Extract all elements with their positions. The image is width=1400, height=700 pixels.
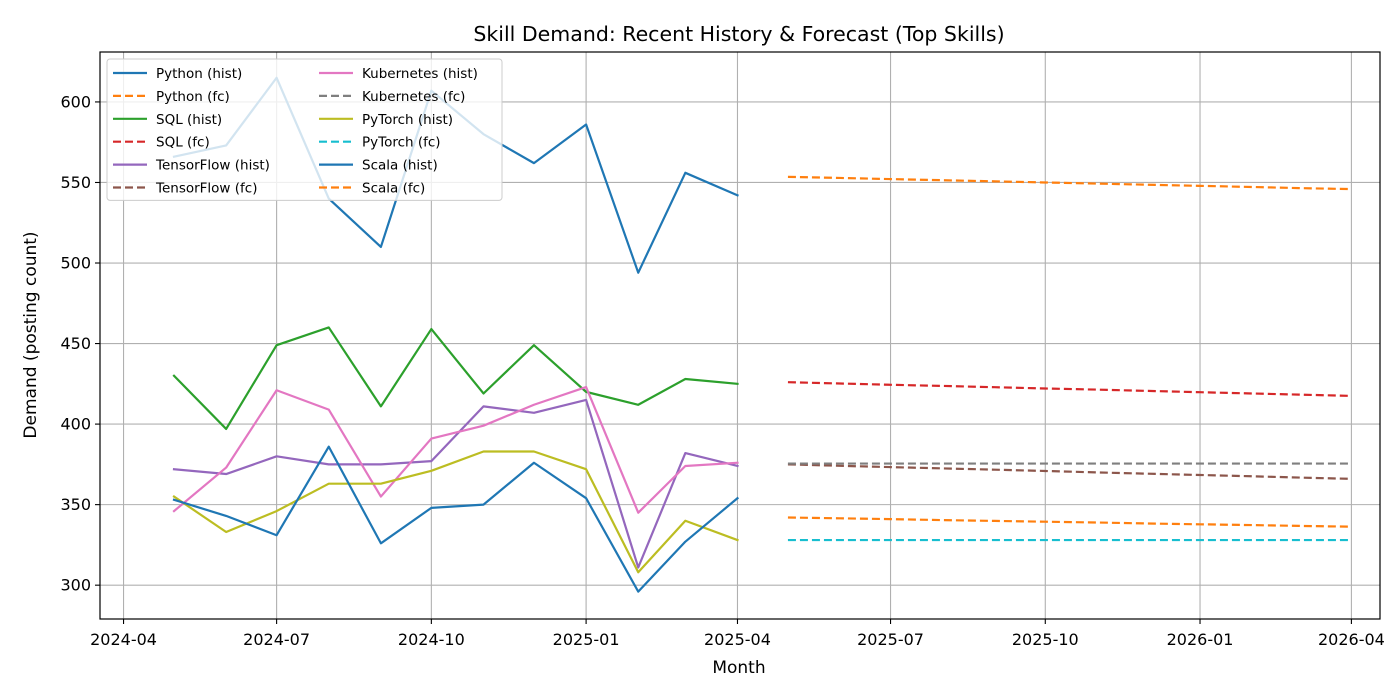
y-tick-label: 500 bbox=[60, 254, 91, 273]
series-line-scala-hist bbox=[172, 445, 740, 593]
legend: Python (hist) Python (fc) SQL (hist) SQL (f… bbox=[106, 58, 503, 201]
x-axis: 2024-04 2024-07 2024-10 2025-01 2025-04 2025-… bbox=[90, 619, 1385, 649]
series-line-tensorflow-hist bbox=[172, 398, 739, 569]
x-tick-label: 2025-10 bbox=[1012, 630, 1079, 649]
x-tick-label: 2026-01 bbox=[1167, 630, 1234, 649]
series-line-sql-fc bbox=[787, 381, 1352, 397]
y-tick-label: 350 bbox=[60, 495, 91, 514]
series-line-scala-fc bbox=[787, 516, 1352, 528]
series-line-sql-hist bbox=[172, 326, 739, 431]
y-axis: 300 350 400 450 500 550 600 bbox=[60, 92, 100, 595]
legend-label: Kubernetes (hist) bbox=[362, 66, 478, 82]
y-tick-label: 600 bbox=[60, 92, 91, 111]
x-tick-label: 2025-01 bbox=[553, 630, 620, 649]
series-line-tensorflow-fc bbox=[787, 463, 1352, 480]
y-tick-label: 450 bbox=[60, 334, 91, 353]
chart-title: Skill Demand: Recent History & Forecast … bbox=[473, 22, 1004, 46]
legend-box bbox=[106, 58, 503, 201]
x-tick-label: 2026-04 bbox=[1318, 630, 1385, 649]
series-lines bbox=[172, 76, 1352, 593]
y-tick-label: 400 bbox=[60, 415, 91, 434]
legend-label: Scala (fc) bbox=[362, 181, 425, 197]
legend-label: SQL (fc) bbox=[156, 135, 210, 151]
series-line-python-fc bbox=[787, 175, 1352, 191]
plot-frame bbox=[99, 51, 1381, 620]
x-tick-label: 2024-04 bbox=[90, 630, 157, 649]
y-tick-label: 550 bbox=[60, 173, 91, 192]
legend-label: TensorFlow (fc) bbox=[155, 181, 257, 197]
legend-label: Kubernetes (fc) bbox=[362, 89, 465, 105]
y-tick-label: 300 bbox=[60, 576, 91, 595]
legend-label: TensorFlow (hist) bbox=[155, 158, 270, 174]
legend-label: SQL (hist) bbox=[156, 112, 222, 128]
series-line-pytorch-hist bbox=[172, 450, 739, 574]
x-tick-label: 2024-07 bbox=[243, 630, 310, 649]
legend-label: Scala (hist) bbox=[362, 158, 438, 174]
legend-label: PyTorch (fc) bbox=[362, 135, 441, 151]
legend-label: Python (hist) bbox=[156, 66, 242, 82]
x-axis-label: Month bbox=[712, 658, 765, 678]
x-tick-label: 2025-07 bbox=[857, 630, 924, 649]
series-line-kubernetes-hist bbox=[172, 385, 739, 514]
y-axis-label: Demand (posting count) bbox=[21, 231, 41, 438]
x-tick-label: 2025-04 bbox=[704, 630, 771, 649]
legend-label: PyTorch (hist) bbox=[362, 112, 453, 128]
x-tick-label: 2024-10 bbox=[398, 630, 465, 649]
legend-label: Python (fc) bbox=[156, 89, 230, 105]
